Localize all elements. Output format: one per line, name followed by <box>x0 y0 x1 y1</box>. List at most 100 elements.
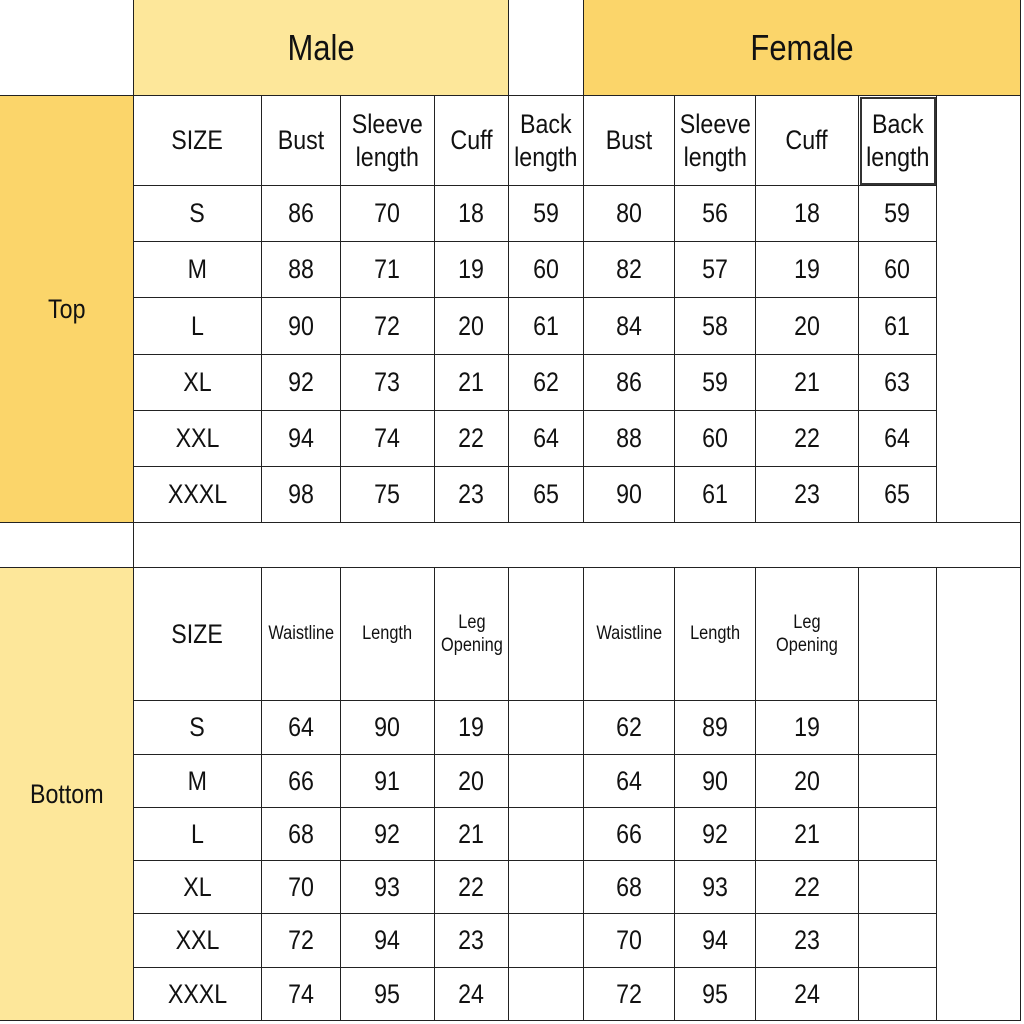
bottom-female-header-text: Waistline <box>596 623 662 645</box>
top-female-cell-text: 18 <box>794 198 820 229</box>
top-female-cell: 90 <box>584 467 675 523</box>
top-male-cell: 88 <box>262 242 341 298</box>
top-female-cell-text: 84 <box>616 310 642 341</box>
bottom-male-cell: 20 <box>435 755 509 808</box>
top-female-header: Sleeve length <box>675 96 756 186</box>
bottom-female-cell: 19 <box>756 701 859 755</box>
female-group-header-text: Female <box>750 26 854 68</box>
top-female-cell: 22 <box>756 411 859 467</box>
top-female-cell: 60 <box>675 411 756 467</box>
top-male-cell-text: 59 <box>533 198 559 229</box>
top-male-cell: 74 <box>341 411 435 467</box>
top-male-cell: 72 <box>341 298 435 355</box>
top-male-cell-text: 62 <box>533 367 559 398</box>
top-female-cell: 23 <box>756 467 859 523</box>
top-female-cell: 82 <box>584 242 675 298</box>
bottom-male-cell-text: 24 <box>458 978 485 1009</box>
top-female-cell-text: 57 <box>702 254 728 285</box>
bottom-size-cell-text: XXL <box>175 925 220 956</box>
bottom-male-cell: 90 <box>341 701 435 755</box>
top-male-cell: 71 <box>341 242 435 298</box>
top-female-cell: 80 <box>584 186 675 242</box>
top-female-cell-text: 61 <box>702 479 728 510</box>
bottom-female-cell: 95 <box>675 968 756 1021</box>
top-male-cell: 73 <box>341 355 435 411</box>
top-male-cell-text: 86 <box>288 198 314 229</box>
bottom-female-cell-text: 21 <box>794 818 820 849</box>
bottom-male-cell: 23 <box>435 914 509 968</box>
top-female-header-text: Sleeve length <box>679 108 751 172</box>
top-male-cell: 98 <box>262 467 341 523</box>
bottom-gap-cell <box>509 861 584 914</box>
bottom-female-cell: 21 <box>756 808 859 861</box>
top-female-cell: 19 <box>756 242 859 298</box>
bottom-male-cell: 95 <box>341 968 435 1021</box>
bottom-size-cell-text: XL <box>183 871 212 902</box>
top-female-cell-text: 56 <box>702 198 728 229</box>
bottom-male-cell-text: 95 <box>374 978 401 1009</box>
bottom-female-cell-text: 90 <box>702 765 728 796</box>
top-female-header: Bust <box>584 96 675 186</box>
bottom-female-cell-text: 95 <box>702 978 728 1009</box>
top-section-label: Top <box>0 96 134 523</box>
top-male-cell-text: 98 <box>288 479 314 510</box>
bottom-male-cell: 19 <box>435 701 509 755</box>
top-size-cell: XXXL <box>134 467 262 523</box>
bottom-male-cell: 22 <box>435 861 509 914</box>
bottom-empty-cell <box>859 914 937 968</box>
top-male-cell-text: 94 <box>288 423 314 454</box>
top-size-cell-text: XXXL <box>167 479 228 510</box>
top-male-cell: 90 <box>262 298 341 355</box>
bottom-gap-header <box>509 568 584 701</box>
top-female-cell-text: 59 <box>702 367 728 398</box>
bottom-male-cell-text: 70 <box>288 871 314 902</box>
bottom-female-cell-text: 92 <box>702 818 728 849</box>
bottom-female-cell: 22 <box>756 861 859 914</box>
bottom-female-cell-text: 68 <box>616 871 642 902</box>
top-male-cell: 19 <box>435 242 509 298</box>
bottom-male-cell-text: 90 <box>374 712 401 743</box>
bottom-gap-cell <box>509 968 584 1021</box>
bottom-female-cell-text: 94 <box>702 925 728 956</box>
separator-left <box>0 523 134 568</box>
bottom-size-cell-text: XXXL <box>167 978 228 1009</box>
bottom-size-cell: XL <box>134 861 262 914</box>
bottom-female-cell-text: 20 <box>794 765 820 796</box>
bottom-male-header-text: Leg Opening <box>440 611 503 656</box>
bottom-female-cell-text: 24 <box>794 978 820 1009</box>
top-male-header-text: Bust <box>277 125 325 156</box>
bottom-female-cell-text: 93 <box>702 871 728 902</box>
bottom-female-header: Length <box>675 568 756 701</box>
top-female-cell: 88 <box>584 411 675 467</box>
bottom-male-cell: 70 <box>262 861 341 914</box>
top-female-cell: 64 <box>859 411 937 467</box>
bottom-female-cell-text: 23 <box>794 925 820 956</box>
bottom-male-cell-text: 19 <box>458 712 485 743</box>
top-size-cell: XXL <box>134 411 262 467</box>
bottom-female-cell: 24 <box>756 968 859 1021</box>
bottom-size-cell: M <box>134 755 262 808</box>
bottom-size-cell: L <box>134 808 262 861</box>
bottom-gap-cell <box>509 808 584 861</box>
bottom-female-cell-text: 72 <box>616 978 642 1009</box>
bottom-gap-cell <box>509 914 584 968</box>
top-female-cell-text: 88 <box>616 423 642 454</box>
top-female-cell: 65 <box>859 467 937 523</box>
top-male-cell: 94 <box>262 411 341 467</box>
top-size-header-text: SIZE <box>171 125 224 156</box>
top-male-cell-text: 70 <box>374 198 401 229</box>
top-male-cell-text: 19 <box>458 254 485 285</box>
bottom-male-cell: 64 <box>262 701 341 755</box>
bottom-empty-cell <box>859 861 937 914</box>
bottom-female-cell: 66 <box>584 808 675 861</box>
bottom-female-cell-text: 70 <box>616 925 642 956</box>
corner-blank <box>0 0 134 96</box>
bottom-male-header: Leg Opening <box>435 568 509 701</box>
top-male-header: Back length <box>509 96 584 186</box>
bottom-female-cell: 90 <box>675 755 756 808</box>
top-male-cell: 92 <box>262 355 341 411</box>
top-male-cell: 21 <box>435 355 509 411</box>
top-female-cell-text: 19 <box>794 254 820 285</box>
top-female-cell-text: 90 <box>616 479 642 510</box>
bottom-male-header: Length <box>341 568 435 701</box>
